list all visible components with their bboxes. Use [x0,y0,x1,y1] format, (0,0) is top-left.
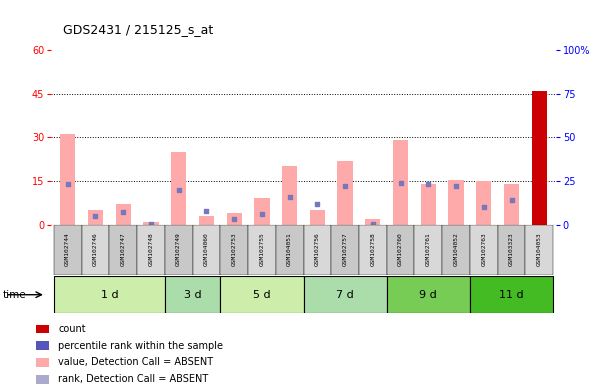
Text: GSM104051: GSM104051 [287,233,292,266]
Text: GSM102748: GSM102748 [148,233,153,266]
Point [313,200,322,207]
Text: GSM102755: GSM102755 [260,233,264,266]
Bar [442,225,470,275]
Point [63,181,73,187]
Bar [88,210,103,225]
Point [424,181,433,187]
Text: GSM104052: GSM104052 [454,233,459,266]
Bar [310,210,325,225]
Bar [36,341,49,350]
Point [174,187,183,193]
Bar [165,225,192,275]
Bar [109,225,137,275]
Bar [331,225,359,275]
Bar [393,140,408,225]
Text: GSM102749: GSM102749 [176,233,181,266]
Text: GSM103323: GSM103323 [509,233,514,266]
Bar [115,204,131,225]
Bar [359,225,386,275]
Bar [504,184,519,225]
Text: GSM102763: GSM102763 [481,233,486,266]
Bar [304,225,331,275]
Point [201,208,211,214]
Text: 1 d: 1 d [100,290,118,300]
Text: time: time [3,290,26,300]
Bar [60,134,75,225]
Bar [338,161,353,225]
Text: count: count [58,324,86,334]
Bar [415,225,442,275]
Bar [165,276,221,313]
Text: GSM102746: GSM102746 [93,233,98,266]
Bar [221,225,248,275]
Bar [248,225,276,275]
Point [507,197,516,203]
Bar [386,225,415,275]
Text: GSM102760: GSM102760 [398,233,403,266]
Point [118,209,128,215]
Point [91,213,100,219]
Text: GSM102744: GSM102744 [66,233,70,266]
Bar [532,91,547,225]
Bar [254,199,269,225]
Bar [54,276,165,313]
Point [396,180,406,186]
Bar [82,225,109,275]
Text: value, Detection Call = ABSENT: value, Detection Call = ABSENT [58,358,213,367]
Text: GSM102756: GSM102756 [315,233,320,266]
Text: GSM102758: GSM102758 [370,233,376,266]
Point [451,183,461,189]
Point [230,216,239,222]
Bar [36,324,49,333]
Point [340,183,350,189]
Text: 7 d: 7 d [336,290,354,300]
Point [285,194,294,200]
Bar [54,225,82,275]
Point [257,211,267,217]
Bar [143,222,159,225]
Text: GDS2431 / 215125_s_at: GDS2431 / 215125_s_at [63,23,213,36]
Text: GSM102747: GSM102747 [121,233,126,266]
Text: rank, Detection Call = ABSENT: rank, Detection Call = ABSENT [58,374,209,384]
Bar [304,276,386,313]
Text: 5 d: 5 d [253,290,270,300]
Bar [199,216,214,225]
Bar [137,225,165,275]
Bar [498,225,525,275]
Text: 9 d: 9 d [419,290,437,300]
Bar [470,225,498,275]
Bar [36,358,49,367]
Point [146,221,156,227]
Bar [476,181,492,225]
Bar [276,225,304,275]
Bar [282,166,297,225]
Bar [192,225,221,275]
Text: GSM104060: GSM104060 [204,233,209,266]
Text: percentile rank within the sample: percentile rank within the sample [58,341,224,351]
Text: GSM104053: GSM104053 [537,233,542,266]
Bar [221,276,304,313]
Point [368,221,377,227]
Bar [470,276,553,313]
Bar [365,219,380,225]
Bar [448,179,464,225]
Bar [227,213,242,225]
Text: 11 d: 11 d [499,290,524,300]
Bar [36,375,49,384]
Bar [421,184,436,225]
Text: GSM102761: GSM102761 [426,233,431,266]
Point [479,204,489,210]
Text: GSM102757: GSM102757 [343,233,347,266]
Bar [386,276,470,313]
Point [534,169,544,175]
Text: GSM102753: GSM102753 [231,233,237,266]
Text: 3 d: 3 d [184,290,201,300]
Bar [171,152,186,225]
Bar [532,91,547,225]
Bar [525,225,553,275]
